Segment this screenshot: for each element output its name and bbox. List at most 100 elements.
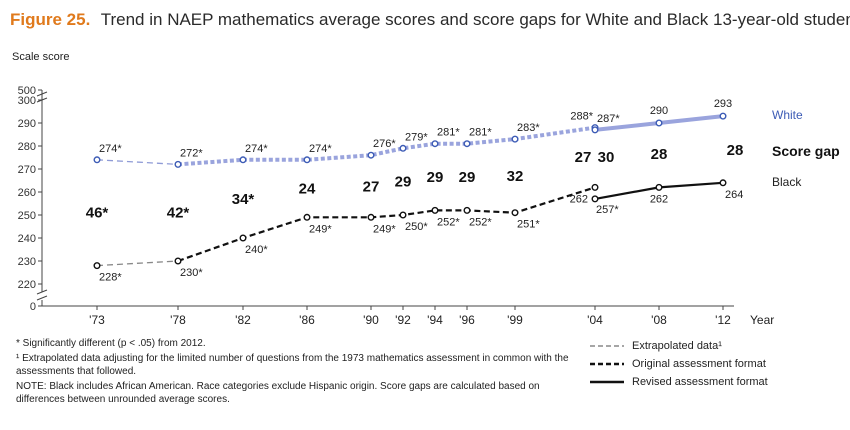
y-tick-label: 260: [18, 187, 36, 199]
x-tick-label: '90: [363, 313, 379, 327]
data-label: 290: [650, 105, 668, 117]
legend-swatch-original: [590, 362, 624, 366]
data-point: [303, 213, 311, 221]
data-point: [655, 183, 663, 191]
data-label: 283*: [517, 122, 540, 134]
data-point: [239, 156, 247, 164]
data-point: [93, 156, 101, 164]
series-line-extrapolated: [96, 159, 179, 166]
score-gap-label: 29: [395, 174, 412, 191]
data-label: 276*: [373, 138, 396, 150]
figure-number: Figure 25.: [10, 10, 91, 29]
legend-swatch-revised: [590, 380, 624, 384]
data-label: 262: [570, 193, 588, 205]
data-point: [431, 140, 439, 148]
x-axis-title: Year: [750, 313, 774, 327]
series-label-black: Black: [772, 175, 802, 189]
series-line-original: [177, 125, 596, 167]
data-label: 279*: [405, 131, 428, 143]
x-tick-label: '73: [89, 313, 105, 327]
score-gap-title: Score gap: [772, 143, 840, 159]
data-point: [463, 140, 471, 148]
data-label: 228*: [99, 272, 122, 284]
score-gap-label: 42*: [167, 205, 190, 222]
x-tick-label: '96: [459, 313, 475, 327]
x-tick-label: '86: [299, 313, 315, 327]
data-point: [431, 206, 439, 214]
data-point: [591, 126, 599, 134]
y-tick-label: 270: [18, 164, 36, 176]
data-label: 281*: [469, 127, 492, 139]
data-point: [367, 213, 375, 221]
data-label: 249*: [373, 223, 396, 235]
data-point: [174, 257, 182, 265]
data-label: 274*: [99, 143, 122, 155]
data-label: 274*: [309, 143, 332, 155]
data-point: [399, 144, 407, 152]
score-gap-label: 27: [363, 178, 380, 195]
data-label: 252*: [437, 216, 460, 228]
data-point: [239, 234, 247, 242]
data-point: [303, 156, 311, 164]
x-tick-label: '12: [715, 313, 731, 327]
figure-title-text: Trend in NAEP mathematics average scores…: [100, 10, 850, 29]
series-label-white: White: [772, 108, 803, 122]
data-label: 288*: [570, 111, 593, 123]
y-tick-label: 280: [18, 141, 36, 153]
legend-item-revised: Revised assessment format: [590, 373, 768, 391]
y-tick-label: 290: [18, 118, 36, 130]
legend-item-original: Original assessment format: [590, 355, 768, 373]
data-point: [174, 160, 182, 168]
data-point: [719, 179, 727, 187]
score-gap-label: 32: [507, 168, 524, 185]
score-gap-label: 29: [427, 169, 444, 186]
y-tick-label: 0: [30, 301, 36, 313]
x-tick-label: '94: [427, 313, 443, 327]
data-label: 272*: [180, 147, 203, 159]
legend-label-original: Original assessment format: [632, 358, 766, 370]
x-tick-label: '04: [587, 313, 603, 327]
legend-item-extrapolated: Extrapolated data¹: [590, 337, 768, 355]
y-tick-label: 230: [18, 256, 36, 268]
data-label: 264: [725, 189, 743, 201]
legend-label-extrapolated: Extrapolated data¹: [632, 340, 722, 352]
legend-swatch-extrapolated: [590, 345, 624, 347]
chart-legend: Extrapolated data¹ Original assessment f…: [590, 337, 768, 391]
data-point: [399, 211, 407, 219]
series-line-extrapolated: [96, 260, 179, 267]
score-gap-label: 27: [575, 149, 592, 166]
data-point: [591, 183, 599, 191]
data-point: [367, 151, 375, 159]
data-point: [463, 206, 471, 214]
data-label: 281*: [437, 127, 460, 139]
data-label: 252*: [469, 216, 492, 228]
axis-break-mark: [36, 289, 48, 301]
data-label: 287*: [597, 113, 620, 125]
y-tick-label: 240: [18, 233, 36, 245]
score-gap-label: 34*: [232, 191, 255, 208]
footnote-note: NOTE: Black includes African American. R…: [16, 381, 540, 405]
data-label: 293: [714, 98, 732, 110]
y-tick-label: 500: [18, 85, 36, 97]
score-gap-label: 24: [299, 181, 316, 198]
data-label: 240*: [245, 244, 268, 256]
data-label: 251*: [517, 219, 540, 231]
data-label: 250*: [405, 221, 428, 233]
x-tick-label: '78: [170, 313, 186, 327]
x-tick-label: '08: [651, 313, 667, 327]
score-gap-label: 30: [598, 149, 615, 166]
score-gap-label: 28: [651, 146, 668, 163]
data-point: [591, 195, 599, 203]
x-tick-label: '92: [395, 313, 411, 327]
score-gap-label: 29: [459, 169, 476, 186]
x-tick-label: '99: [507, 313, 523, 327]
legend-label-revised: Revised assessment format: [632, 376, 768, 388]
y-tick-label: 250: [18, 210, 36, 222]
data-point: [655, 119, 663, 127]
data-label: 262: [650, 193, 668, 205]
y-axis-title: Scale score: [12, 51, 69, 63]
x-tick-label: '82: [235, 313, 251, 327]
y-tick-label: 220: [18, 279, 36, 291]
footnote-significance: * Significantly different (p < .05) from…: [16, 338, 206, 349]
figure-title: Figure 25. Trend in NAEP mathematics ave…: [10, 10, 850, 30]
